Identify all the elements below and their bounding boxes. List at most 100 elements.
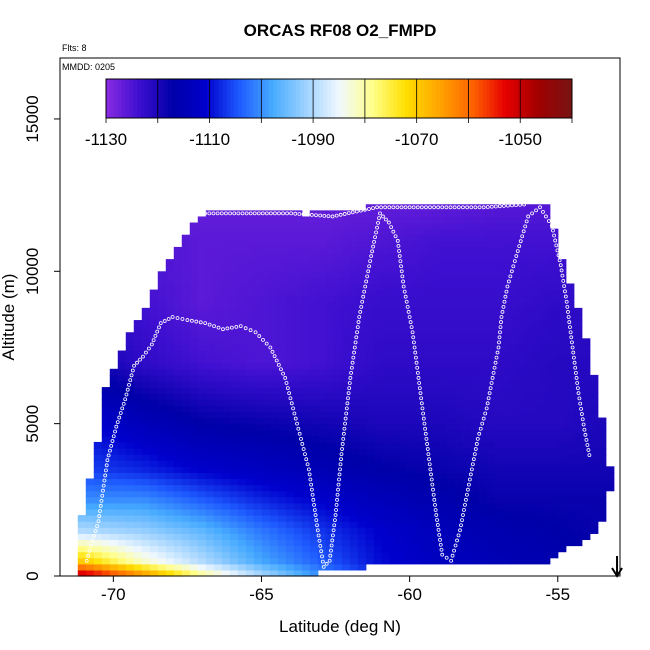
heatmap-cell (117, 557, 127, 565)
track-point (130, 368, 135, 373)
heatmap-cell (413, 454, 423, 461)
heatmap-cell (109, 557, 119, 565)
heatmap-cell (485, 374, 495, 382)
heatmap-cell (365, 295, 375, 303)
heatmap-cell (253, 539, 263, 547)
heatmap-cell (221, 435, 231, 443)
heatmap-cell (485, 240, 495, 248)
heatmap-cell (197, 460, 207, 467)
heatmap-cell (373, 356, 383, 364)
heatmap-cell (125, 460, 135, 467)
heatmap-cell (269, 435, 279, 443)
heatmap-cell (397, 380, 407, 388)
heatmap-cell (477, 533, 487, 541)
heatmap-cell (373, 521, 383, 528)
heatmap-cell (109, 521, 119, 528)
heatmap-cell (325, 454, 335, 461)
heatmap-cell (277, 423, 287, 431)
heatmap-cell (141, 399, 151, 406)
heatmap-cell (205, 246, 215, 254)
heatmap-cell (549, 313, 559, 321)
heatmap-cell (413, 429, 423, 437)
heatmap-cell (517, 283, 527, 291)
heatmap-cell (421, 496, 431, 504)
heatmap-cell (573, 521, 583, 528)
heatmap-cell (109, 484, 119, 492)
heatmap-cell (101, 533, 111, 541)
heatmap-cell (261, 222, 271, 230)
heatmap-cell (373, 484, 383, 492)
track-point (395, 238, 400, 243)
heatmap-cell (485, 417, 495, 425)
heatmap-cell (421, 326, 431, 333)
heatmap-cell (445, 222, 455, 230)
track-point (391, 205, 396, 210)
heatmap-cell (229, 387, 239, 394)
heatmap-cell (277, 277, 287, 285)
heatmap-cell (477, 356, 487, 364)
heatmap-cell (373, 472, 383, 480)
heatmap-cell (349, 246, 359, 254)
heatmap-cell (389, 344, 399, 352)
heatmap-cell (589, 515, 599, 522)
heatmap-cell (437, 472, 447, 480)
heatmap-cell (541, 307, 551, 315)
heatmap-cell (213, 502, 223, 510)
heatmap-cell (373, 460, 383, 467)
heatmap-cell (261, 380, 271, 388)
heatmap-cell (165, 380, 175, 388)
track-point (96, 519, 101, 524)
heatmap-cell (101, 484, 111, 492)
heatmap-cell (301, 326, 311, 333)
heatmap-cell (173, 515, 183, 522)
heatmap-cell (477, 222, 487, 230)
heatmap-cell (493, 234, 503, 242)
track-point (339, 457, 343, 462)
heatmap-cell (197, 234, 207, 242)
heatmap-cell (493, 283, 503, 291)
heatmap-cell (413, 411, 423, 419)
heatmap-cell (437, 265, 447, 272)
heatmap-cell (501, 295, 511, 303)
colorbar-segment (319, 79, 324, 118)
heatmap-cell (269, 527, 279, 534)
heatmap-cell (253, 411, 263, 419)
heatmap-cell (125, 484, 135, 492)
heatmap-cell (365, 515, 375, 522)
heatmap-cell (293, 271, 303, 278)
heatmap-cell (93, 533, 103, 541)
heatmap-cell (381, 283, 391, 291)
heatmap-cell (253, 240, 263, 248)
heatmap-cell (173, 295, 183, 303)
heatmap-cell (213, 253, 223, 260)
heatmap-cell (117, 472, 127, 480)
heatmap-cell (117, 521, 127, 528)
heatmap-cell (445, 508, 455, 516)
heatmap-cell (253, 362, 263, 370)
heatmap-cell (565, 435, 575, 443)
heatmap-cell (253, 429, 263, 437)
heatmap-cell (85, 508, 95, 516)
heatmap-cell (325, 496, 335, 504)
heatmap-cell (509, 326, 519, 333)
heatmap-cell (85, 502, 95, 510)
track-point (566, 310, 570, 314)
colorbar-tick-label: -1130 (85, 130, 127, 149)
heatmap-cell (477, 502, 487, 510)
heatmap-cell (325, 210, 335, 218)
heatmap-cell (277, 490, 287, 498)
heatmap-cell (205, 533, 215, 541)
heatmap-cell (565, 301, 575, 309)
heatmap-cell (245, 527, 255, 534)
heatmap-cell (357, 380, 367, 388)
heatmap-cell (365, 210, 375, 218)
heatmap-cell (317, 271, 327, 278)
heatmap-cell (301, 216, 311, 224)
heatmap-cell (309, 222, 319, 230)
heatmap-cell (493, 478, 503, 486)
heatmap-cell (253, 283, 263, 291)
heatmap-cell (261, 338, 271, 346)
plot-frame (59, 57, 621, 577)
heatmap-cell (221, 539, 231, 547)
heatmap-cell (325, 265, 335, 272)
